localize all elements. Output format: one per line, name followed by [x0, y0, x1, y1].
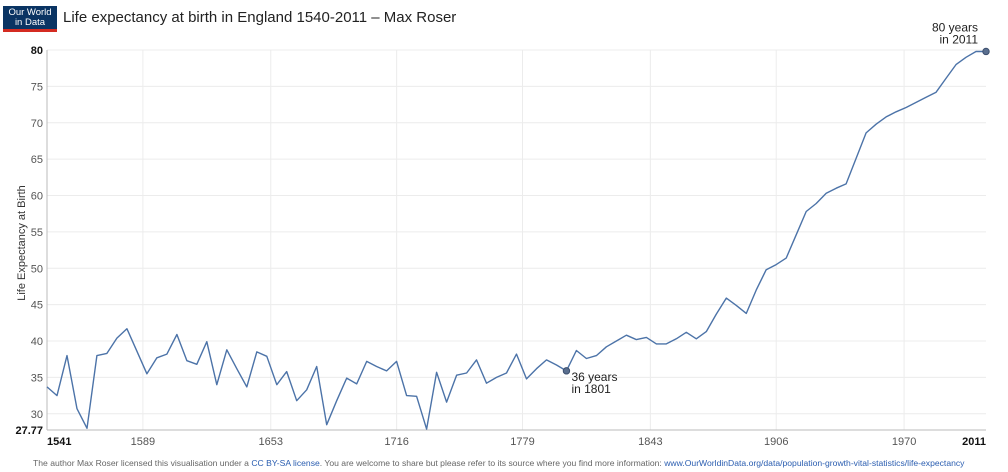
footer-text-middle: . You are welcome to share but please re… — [319, 458, 665, 468]
logo-line1: Our World — [8, 7, 52, 18]
y-tick-label: 35 — [31, 372, 43, 384]
y-tick-label: 27.77 — [15, 425, 43, 437]
y-tick-label: 70 — [31, 118, 43, 130]
highlight-label-line1: 36 years — [571, 370, 617, 384]
highlight-label-line2: in 2011 — [940, 32, 979, 46]
highlight-point — [562, 367, 571, 375]
x-tick-label: 1779 — [510, 436, 534, 448]
footer: The author Max Roser licensed this visua… — [33, 458, 964, 468]
x-tick-label: 1653 — [259, 436, 283, 448]
highlight-point — [982, 47, 990, 56]
grid-lines — [47, 49, 986, 430]
y-tick-label: 80 — [31, 45, 43, 57]
logo-line2: in Data — [14, 17, 46, 28]
x-tick-label: 1541 — [47, 436, 71, 448]
x-tick-label: 1970 — [892, 436, 916, 448]
owid-logo: Our World in Data — [3, 6, 57, 32]
license-link[interactable]: CC BY-SA license — [251, 458, 320, 468]
x-tick-label: 1716 — [384, 436, 408, 448]
y-tick-label: 75 — [31, 81, 43, 93]
series-group — [46, 50, 986, 430]
logo-bar — [3, 29, 57, 32]
chart-title: Life expectancy at birth in England 1540… — [63, 9, 457, 26]
y-tick-label: 45 — [31, 300, 43, 312]
highlight-label-line1: 80 years — [932, 20, 978, 34]
y-tick-label: 40 — [31, 336, 43, 348]
y-tick-label: 60 — [31, 191, 43, 203]
x-tick-label: 2011 — [962, 436, 986, 448]
highlight-label-line2: in 1801 — [571, 382, 611, 396]
x-tick-label: 1843 — [638, 436, 662, 448]
chart-svg: 27.77 30 35 40 45 50 55 60 65 70 75 80 1541 1589 1653 1… — [15, 20, 990, 448]
x-tick-label: 1906 — [764, 436, 788, 448]
axes: 27.77 30 35 40 45 50 55 60 65 70 75 80 1541 1589 1653 1… — [15, 45, 986, 448]
footer-text-before: The author Max Roser licensed this visua… — [33, 458, 252, 468]
y-tick-label: 50 — [31, 263, 43, 275]
y-axis-label: Life Expectancy at Birth — [16, 185, 28, 301]
x-tick-label: 1589 — [131, 436, 155, 448]
y-tick-label: 55 — [31, 227, 43, 239]
source-link[interactable]: www.OurWorldinData.org/data/population-g… — [664, 458, 965, 468]
series-line — [46, 50, 986, 430]
y-tick-label: 30 — [31, 409, 43, 421]
y-tick-label: 65 — [31, 154, 43, 166]
